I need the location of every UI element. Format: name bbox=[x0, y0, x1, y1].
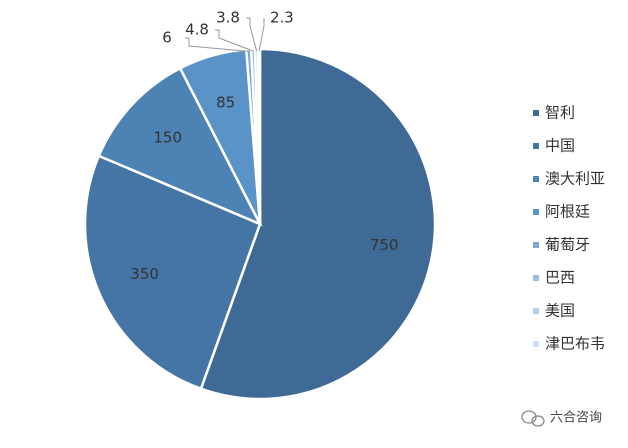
data-label: 350 bbox=[130, 265, 159, 283]
legend-label: 津巴布韦 bbox=[545, 335, 605, 353]
legend-label: 巴西 bbox=[545, 269, 575, 287]
legend-marker bbox=[533, 275, 539, 281]
watermark-icon bbox=[521, 410, 545, 427]
legend-label: 美国 bbox=[545, 302, 575, 320]
legend-marker bbox=[533, 110, 539, 116]
leader-line bbox=[185, 37, 249, 52]
legend-marker bbox=[533, 308, 539, 314]
data-label: 4.8 bbox=[185, 21, 209, 39]
pie-slice bbox=[83, 154, 262, 391]
legend-marker bbox=[533, 176, 539, 182]
data-label: 150 bbox=[153, 129, 182, 147]
leader-line bbox=[215, 29, 254, 52]
leader-line bbox=[246, 17, 258, 52]
data-label: 750 bbox=[370, 236, 399, 254]
legend-marker bbox=[533, 143, 539, 149]
watermark: 六合咨询 bbox=[550, 411, 602, 426]
pie-slice bbox=[97, 66, 263, 227]
data-label: 6 bbox=[162, 29, 172, 47]
data-label: 3.8 bbox=[216, 9, 240, 27]
legend-marker bbox=[533, 209, 539, 215]
legend-label: 阿根廷 bbox=[545, 203, 590, 221]
legend-label: 中国 bbox=[545, 137, 575, 155]
leader-line bbox=[258, 18, 265, 52]
legend-marker bbox=[533, 341, 539, 347]
legend-label: 澳大利亚 bbox=[545, 170, 605, 188]
legend-marker bbox=[533, 242, 539, 248]
legend-label: 葡萄牙 bbox=[545, 236, 590, 254]
data-label: 85 bbox=[216, 93, 235, 111]
legend-label: 智利 bbox=[545, 104, 575, 122]
pie-slice bbox=[199, 47, 437, 401]
data-label: 2.3 bbox=[270, 9, 294, 27]
